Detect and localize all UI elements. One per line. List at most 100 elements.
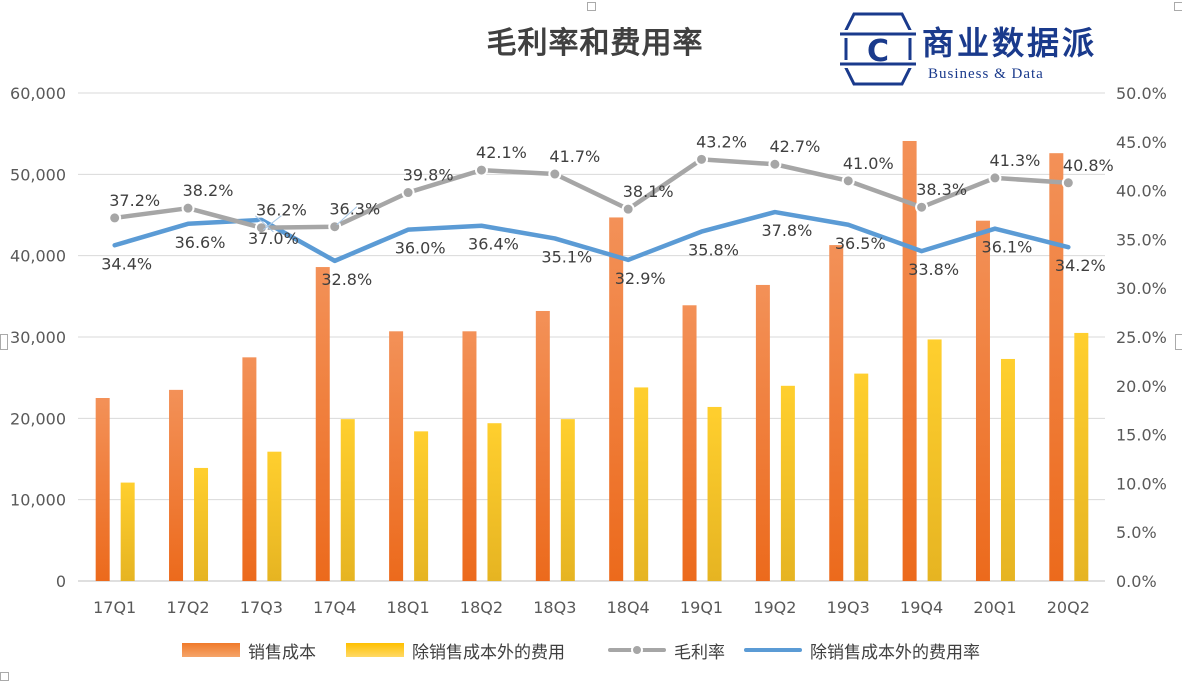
legend-swatch-other-expenses <box>346 643 404 657</box>
data-label-expense-rate: 35.1% <box>541 247 592 266</box>
x-axis-tick-label: 17Q3 <box>240 598 283 617</box>
bar-sales-cost <box>829 245 844 582</box>
bar-sales-cost <box>902 140 917 581</box>
bar-other-expenses <box>634 387 649 581</box>
marker-gross-margin <box>841 174 855 188</box>
bar-other-expenses <box>1000 358 1015 581</box>
left-axis-tick-label: 40,000 <box>10 247 66 266</box>
logo-english-name: Business & Data <box>928 66 1044 82</box>
bar-sales-cost <box>682 305 697 581</box>
brand-logo-mark-icon: C <box>840 12 916 86</box>
data-label-gross-margin: 38.2% <box>183 181 234 200</box>
data-label-gross-margin: 43.2% <box>696 132 747 151</box>
bar-sales-cost <box>755 284 770 581</box>
legend-swatch-sales-cost <box>182 643 240 657</box>
marker-gross-margin <box>181 201 195 215</box>
bar-other-expenses <box>414 431 429 581</box>
data-label-expense-rate: 32.9% <box>615 269 666 288</box>
left-axis-tick-label: 60,000 <box>10 84 66 103</box>
marker-gross-margin <box>621 202 635 216</box>
left-axis-tick-label: 20,000 <box>10 409 66 428</box>
data-label-gross-margin: 41.7% <box>549 147 600 166</box>
right-axis-tick-label: 30.0% <box>1116 279 1167 298</box>
right-axis-tick-label: 50.0% <box>1116 84 1167 103</box>
marker-gross-margin <box>768 157 782 171</box>
bar-sales-cost <box>1049 153 1064 582</box>
x-axis-tick-label: 17Q4 <box>313 598 356 617</box>
chart-legend: 销售成本 除销售成本外的费用 毛利率 除销售成本外的费用率 <box>0 636 1182 666</box>
x-axis-tick-label: 17Q1 <box>93 598 136 617</box>
line-gross-margin <box>112 157 1071 230</box>
bar-sales-cost <box>462 331 477 581</box>
data-label-expense-rate: 34.4% <box>101 254 152 273</box>
marker-gross-margin <box>254 221 268 235</box>
legend-swatch-gross-margin <box>608 643 666 657</box>
legend-label-gross-margin: 毛利率 <box>674 642 725 663</box>
right-axis-tick-label: 0.0% <box>1116 572 1157 591</box>
data-label-gross-margin: 42.7% <box>769 137 820 156</box>
marker-gross-margin <box>915 200 929 214</box>
marker-gross-margin <box>695 152 709 166</box>
chart-title: 毛利率和费用率 <box>486 26 704 61</box>
selection-handle-top-right[interactable] <box>1174 2 1182 11</box>
x-axis-tick-label: 18Q4 <box>607 598 650 617</box>
data-label-expense-rate: 33.8% <box>908 260 959 279</box>
data-label-gross-margin: 38.1% <box>623 182 674 201</box>
legend-label-sales-cost: 销售成本 <box>248 642 316 663</box>
data-label-expense-rate: 36.0% <box>395 239 446 258</box>
x-axis-tick-label: 19Q3 <box>827 598 870 617</box>
x-axis-tick-label: 20Q2 <box>1047 598 1090 617</box>
bar-other-expenses <box>267 451 282 581</box>
legend-item-sales-cost: 销售成本 <box>182 636 316 664</box>
legend-item-other-expenses: 除销售成本外的费用 <box>346 636 565 664</box>
x-axis-tick-label: 20Q1 <box>973 598 1016 617</box>
marker-gross-margin <box>108 211 122 225</box>
bar-other-expenses <box>707 406 722 581</box>
data-label-gross-margin: 39.8% <box>403 166 454 185</box>
left-axis-tick-label: 50,000 <box>10 165 66 184</box>
data-label-gross-margin: 38.3% <box>916 180 967 199</box>
left-axis-tick-label: 0 <box>56 572 66 591</box>
data-label-expense-rate: 37.0% <box>248 229 299 248</box>
marker-gross-margin <box>1061 176 1075 190</box>
right-axis-tick-label: 15.0% <box>1116 426 1167 445</box>
selection-handle-top[interactable] <box>587 2 596 11</box>
right-axis-tick-label: 45.0% <box>1116 133 1167 152</box>
bar-other-expenses <box>780 385 795 581</box>
bar-other-expenses <box>340 419 355 581</box>
data-label-gross-margin: 36.2% <box>256 201 307 220</box>
bar-other-expenses <box>194 467 209 581</box>
bar-other-expenses <box>120 482 135 581</box>
x-axis-tick-label: 17Q2 <box>166 598 209 617</box>
data-label-gross-margin: 41.0% <box>843 154 894 173</box>
logo-mark-letter: C <box>867 34 889 69</box>
legend-swatch-expense-rate <box>744 643 802 657</box>
bar-other-expenses <box>854 373 869 581</box>
data-label-expense-rate: 35.8% <box>688 241 739 260</box>
bar-sales-cost <box>535 310 550 581</box>
data-label-gross-margin: 40.8% <box>1063 156 1114 175</box>
bar-other-expenses <box>927 339 942 581</box>
data-label-expense-rate: 36.6% <box>175 233 226 252</box>
data-label-gross-margin: 36.3% <box>329 200 380 219</box>
logo-chinese-name: 商业数据派 <box>922 24 1098 62</box>
data-label-gross-margin: 37.2% <box>109 191 160 210</box>
leader-line <box>255 215 274 233</box>
data-label-expense-rate: 34.2% <box>1055 256 1106 275</box>
data-label-expense-rate: 36.1% <box>982 238 1033 257</box>
right-axis-tick-label: 25.0% <box>1116 328 1167 347</box>
selection-handle-right[interactable] <box>1175 334 1182 350</box>
bar-sales-cost <box>95 398 110 581</box>
leader-line <box>263 215 282 231</box>
bar-sales-cost <box>315 267 330 581</box>
legend-label-other-expenses: 除销售成本外的费用 <box>412 642 565 663</box>
legend-item-gross-margin: 毛利率 <box>608 636 725 664</box>
data-label-expense-rate: 37.8% <box>761 221 812 240</box>
bar-sales-cost <box>975 220 990 581</box>
x-axis-tick-label: 19Q2 <box>753 598 796 617</box>
right-axis-tick-label: 5.0% <box>1116 523 1157 542</box>
left-axis-tick-label: 30,000 <box>10 328 66 347</box>
selection-handle-left[interactable] <box>0 334 8 350</box>
bar-sales-cost <box>389 331 404 581</box>
